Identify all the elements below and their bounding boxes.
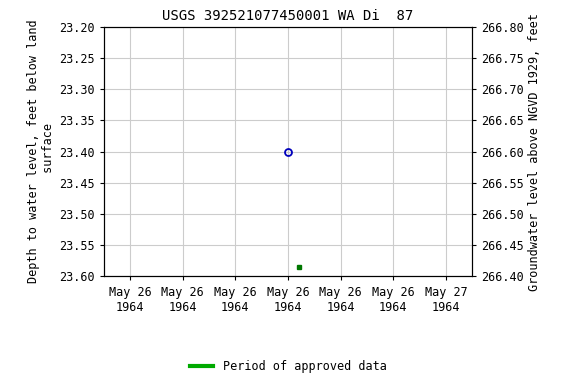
Y-axis label: Groundwater level above NGVD 1929, feet: Groundwater level above NGVD 1929, feet: [528, 13, 541, 291]
Title: USGS 392521077450001 WA Di  87: USGS 392521077450001 WA Di 87: [162, 9, 414, 23]
Legend: Period of approved data: Period of approved data: [185, 356, 391, 378]
Y-axis label: Depth to water level, feet below land
 surface: Depth to water level, feet below land su…: [27, 20, 55, 283]
